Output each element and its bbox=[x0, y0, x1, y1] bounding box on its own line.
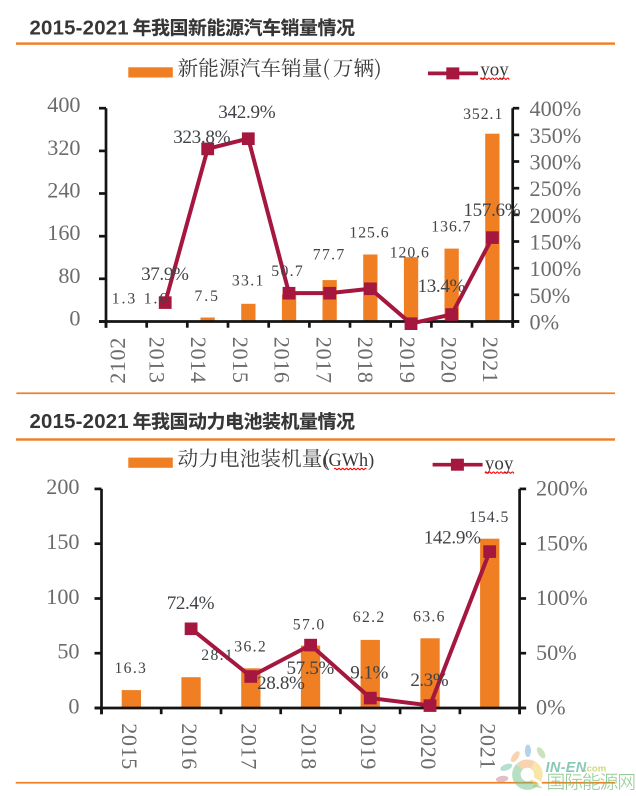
svg-text:100: 100 bbox=[46, 584, 79, 609]
svg-text:200%: 200% bbox=[530, 203, 582, 228]
svg-text:1.3: 1.3 bbox=[112, 290, 136, 307]
svg-text:2021: 2021 bbox=[478, 337, 503, 384]
svg-text:150%: 150% bbox=[530, 230, 582, 255]
svg-text:(GWh): (GWh) bbox=[322, 450, 374, 471]
svg-text:16.3: 16.3 bbox=[115, 660, 147, 677]
svg-text:320: 320 bbox=[47, 135, 80, 160]
svg-text:352.1: 352.1 bbox=[463, 106, 502, 123]
svg-text:63.6: 63.6 bbox=[413, 609, 445, 626]
svg-text:0%: 0% bbox=[536, 695, 566, 720]
svg-text:13.4%: 13.4% bbox=[418, 276, 466, 297]
svg-text:400%: 400% bbox=[530, 96, 582, 121]
svg-text:2.3%: 2.3% bbox=[410, 670, 448, 691]
svg-text:250%: 250% bbox=[530, 176, 582, 201]
svg-text:240: 240 bbox=[47, 178, 80, 203]
svg-text:400: 400 bbox=[47, 92, 80, 117]
svg-text:157.6%: 157.6% bbox=[463, 200, 520, 221]
svg-text:2102: 2102 bbox=[105, 337, 130, 384]
svg-text:yoy: yoy bbox=[485, 453, 514, 474]
svg-text:2017: 2017 bbox=[311, 337, 336, 384]
svg-text:2016: 2016 bbox=[177, 723, 202, 770]
svg-text:28.1: 28.1 bbox=[201, 647, 232, 664]
svg-text:2015: 2015 bbox=[117, 723, 142, 770]
svg-text:160: 160 bbox=[47, 220, 80, 245]
svg-text:2015-2021: 2015-2021 bbox=[30, 18, 129, 40]
svg-text:100%: 100% bbox=[530, 256, 582, 281]
svg-text:300%: 300% bbox=[530, 150, 582, 175]
svg-text:7.5: 7.5 bbox=[195, 288, 219, 305]
svg-text:62.2: 62.2 bbox=[353, 609, 384, 626]
svg-text:2020: 2020 bbox=[416, 723, 441, 770]
svg-text:50%: 50% bbox=[530, 283, 571, 308]
svg-text:0: 0 bbox=[69, 306, 80, 331]
svg-text:IN-EN: IN-EN bbox=[546, 760, 587, 776]
svg-text:.com: .com bbox=[584, 764, 606, 775]
svg-text:2014: 2014 bbox=[186, 337, 211, 384]
svg-text:57.0: 57.0 bbox=[293, 617, 325, 634]
svg-text:2021: 2021 bbox=[476, 723, 501, 770]
svg-text:2018: 2018 bbox=[353, 337, 378, 384]
svg-text:2020: 2020 bbox=[437, 337, 462, 384]
svg-text:200: 200 bbox=[46, 474, 79, 499]
svg-text:80: 80 bbox=[58, 263, 80, 288]
svg-text:200%: 200% bbox=[536, 476, 588, 501]
svg-text:28.8%: 28.8% bbox=[257, 673, 305, 694]
svg-text:342.9%: 342.9% bbox=[218, 102, 275, 123]
svg-text:150%: 150% bbox=[536, 530, 588, 555]
svg-text:0: 0 bbox=[68, 693, 79, 718]
svg-text:36.2: 36.2 bbox=[234, 639, 265, 656]
svg-text:2016: 2016 bbox=[270, 337, 295, 384]
svg-text:57.5%: 57.5% bbox=[287, 658, 335, 679]
svg-text:154.5: 154.5 bbox=[469, 509, 508, 526]
svg-text:33.1: 33.1 bbox=[232, 273, 263, 290]
svg-text:77.7: 77.7 bbox=[313, 246, 345, 263]
svg-text:150: 150 bbox=[46, 529, 79, 554]
svg-text:0%: 0% bbox=[530, 309, 560, 334]
svg-text:125.6: 125.6 bbox=[349, 225, 388, 242]
svg-text:2018: 2018 bbox=[296, 723, 321, 770]
svg-text:100%: 100% bbox=[536, 585, 588, 610]
svg-text:2015-2021: 2015-2021 bbox=[30, 411, 129, 433]
svg-text:1.6: 1.6 bbox=[144, 290, 168, 307]
svg-text:350%: 350% bbox=[530, 123, 582, 148]
svg-text:9.1%: 9.1% bbox=[350, 663, 388, 684]
svg-text:2015: 2015 bbox=[228, 337, 253, 384]
svg-text:120.6: 120.6 bbox=[390, 245, 429, 262]
svg-text:50: 50 bbox=[57, 639, 79, 664]
svg-text:yoy: yoy bbox=[480, 60, 509, 81]
svg-text:50.7: 50.7 bbox=[271, 263, 303, 280]
svg-text:2019: 2019 bbox=[395, 337, 420, 384]
svg-text:72.4%: 72.4% bbox=[167, 593, 215, 614]
svg-text:50%: 50% bbox=[536, 640, 577, 665]
svg-text:2019: 2019 bbox=[356, 723, 381, 770]
svg-text:37.9%: 37.9% bbox=[141, 264, 189, 285]
svg-text:142.9%: 142.9% bbox=[424, 528, 481, 549]
svg-text:136.7: 136.7 bbox=[431, 219, 470, 236]
svg-text:2013: 2013 bbox=[144, 337, 169, 384]
svg-text:2017: 2017 bbox=[237, 723, 262, 770]
svg-text:323.8%: 323.8% bbox=[173, 127, 230, 148]
